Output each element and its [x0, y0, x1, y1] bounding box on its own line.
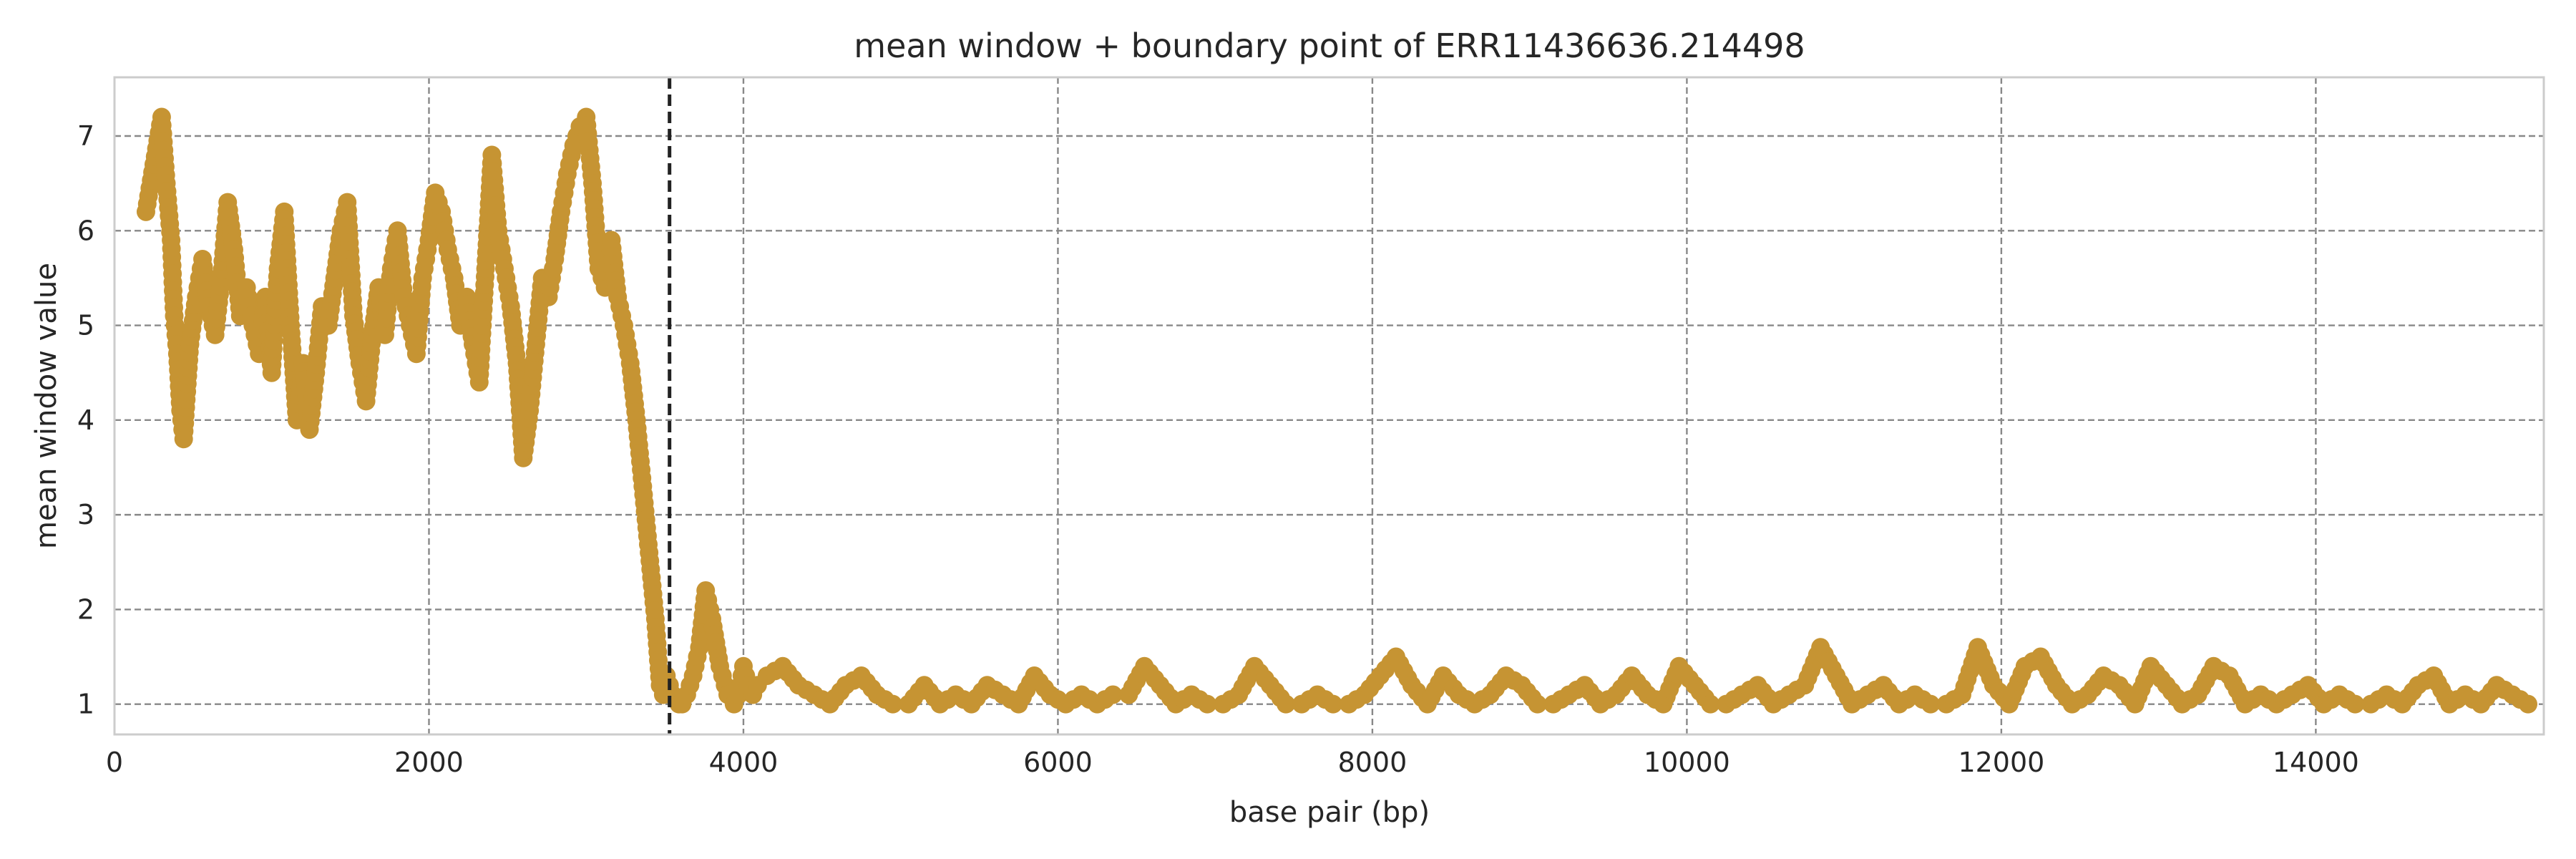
y-tick-label: 5 [77, 310, 94, 341]
plot-frame [113, 76, 2545, 736]
chart-title: mean window + boundary point of ERR11436… [854, 26, 1805, 65]
data-point [1701, 694, 1720, 714]
y-tick-label: 4 [77, 404, 94, 436]
y-tick-label: 6 [77, 215, 94, 246]
y-tick-label: 1 [77, 689, 94, 720]
data-point [2519, 694, 2538, 714]
data-point [2346, 694, 2365, 714]
x-tick-label: 2000 [394, 747, 464, 778]
x-tick-label: 6000 [1023, 747, 1093, 778]
x-tick-label: 4000 [709, 747, 779, 778]
x-tick-label: 14000 [2273, 747, 2359, 778]
x-tick-labels: 0 2000 4000 6000 8000 10000 12000 14000 [106, 747, 2359, 778]
x-tick-label: 12000 [1958, 747, 2044, 778]
x-tick-label: 10000 [1644, 747, 1730, 778]
y-axis-label: mean window value [30, 263, 63, 549]
x-axis-label: base pair (bp) [1229, 796, 1430, 829]
y-tick-labels: 1 2 3 4 5 6 7 [77, 120, 94, 720]
y-tick-label: 2 [77, 593, 94, 625]
data-point [1528, 694, 1547, 714]
data-point [1323, 694, 1342, 714]
data-point [883, 694, 902, 714]
series-group [136, 107, 2538, 714]
data-point [1103, 685, 1123, 704]
data-point [1921, 694, 1941, 714]
data-point [1198, 694, 1217, 714]
y-tick-label: 3 [77, 499, 94, 530]
x-tick-label: 8000 [1338, 747, 1407, 778]
y-tick-label: 7 [77, 120, 94, 152]
x-tick-label: 0 [106, 747, 123, 778]
data-point [1277, 694, 1296, 714]
